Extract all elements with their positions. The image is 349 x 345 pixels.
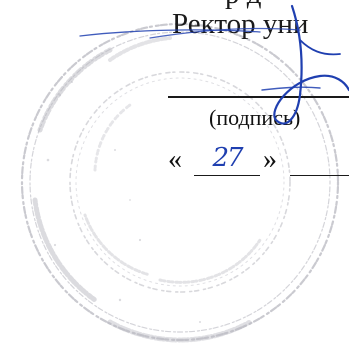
signature-caption: (подпись): [209, 105, 301, 130]
date-quote-open: «: [168, 144, 182, 175]
date-field: « 27 »: [168, 143, 349, 179]
signature-line: [168, 96, 349, 98]
date-quote-close: »: [263, 144, 277, 175]
date-month-underline: [290, 175, 349, 176]
date-day-underline: [194, 175, 260, 176]
date-day-value: 27: [212, 143, 243, 173]
header-top-fragment: р д: [225, 0, 262, 10]
rector-title: Ректор уни: [172, 8, 309, 40]
